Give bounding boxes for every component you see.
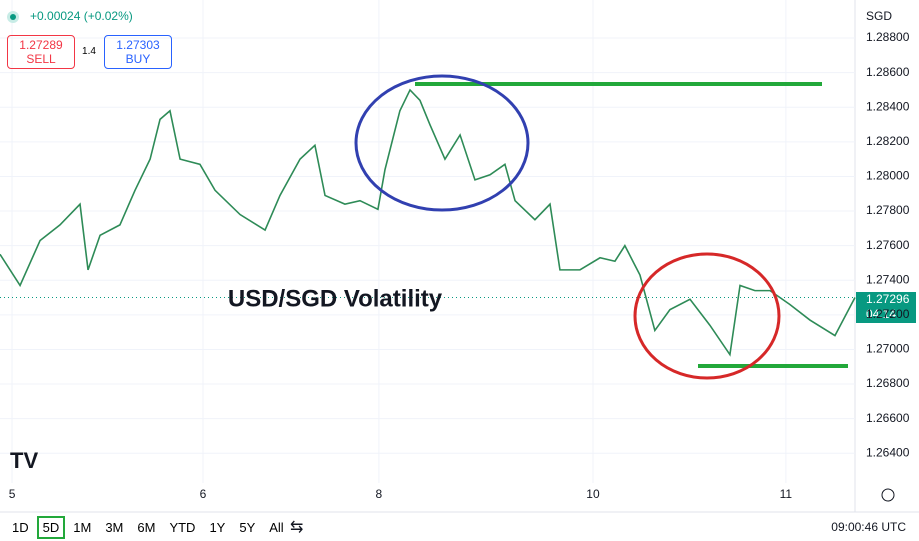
- y-tick-label: 1.26600: [866, 411, 910, 425]
- sell-price: 1.27289: [19, 38, 63, 52]
- price-tag: [856, 292, 916, 323]
- y-tick-label: 1.27800: [866, 203, 910, 217]
- y-tick-label: 1.27400: [866, 272, 910, 286]
- logo: TV: [10, 448, 38, 473]
- y-tick-label: 1.28400: [866, 99, 910, 113]
- x-tick-label: 5: [9, 487, 16, 501]
- x-tick-label: 10: [586, 487, 600, 501]
- y-tick-label: 1.27600: [866, 238, 910, 252]
- y-tick-label: 1.28800: [866, 30, 910, 44]
- range-button[interactable]: 3M: [105, 520, 124, 535]
- range-button[interactable]: 5D: [36, 516, 66, 539]
- settings-icon[interactable]: [881, 488, 895, 502]
- currency: SGD: [866, 9, 892, 23]
- x-tick-label: 8: [376, 487, 383, 501]
- y-tick-label: 1.26800: [866, 376, 910, 390]
- spread: 1.4: [82, 46, 96, 57]
- countdown: 04:14: [866, 307, 896, 321]
- buy-label: BUY: [125, 52, 151, 66]
- change: +0.00024 (+0.02%): [30, 9, 133, 23]
- y-tick-label: 1.28200: [866, 134, 910, 148]
- range-button[interactable]: 1Y: [209, 520, 226, 535]
- highlight-circle: [633, 252, 781, 380]
- range-button[interactable]: 5Y: [239, 520, 256, 535]
- highlight-circle: [354, 74, 530, 212]
- buy-price: 1.27303: [116, 38, 160, 52]
- y-tick-label: 1.28600: [866, 65, 910, 79]
- sell-button[interactable]: 1.27289 SELL: [7, 35, 75, 69]
- price-line: [0, 88, 856, 357]
- range-button[interactable]: 1D: [12, 520, 29, 535]
- x-tick-label: 11: [780, 487, 793, 501]
- x-tick-label: 6: [200, 487, 207, 501]
- chart-title: USD/SGD Volatility: [228, 285, 443, 312]
- clock: 09:00:46 UTC: [831, 520, 906, 534]
- y-tick-label: 1.27000: [866, 342, 910, 356]
- range-button[interactable]: 6M: [137, 520, 156, 535]
- range-button[interactable]: YTD: [169, 520, 196, 535]
- sell-label: SELL: [26, 52, 56, 66]
- status-dot: [10, 14, 16, 20]
- range-bar: 1D 5D 1M 3M 6M YTD 1Y 5Y All: [6, 516, 290, 539]
- range-button[interactable]: 1M: [73, 520, 92, 535]
- y-tick-label: 1.26400: [866, 445, 910, 459]
- y-tick-label: 1.27200: [866, 307, 910, 321]
- y-tick-label: 1.28000: [866, 169, 910, 183]
- date-range-icon[interactable]: ⇆: [290, 519, 303, 536]
- range-button[interactable]: All: [269, 520, 284, 535]
- buy-button[interactable]: 1.27303 BUY: [104, 35, 172, 69]
- current-price: 1.27296: [866, 292, 910, 306]
